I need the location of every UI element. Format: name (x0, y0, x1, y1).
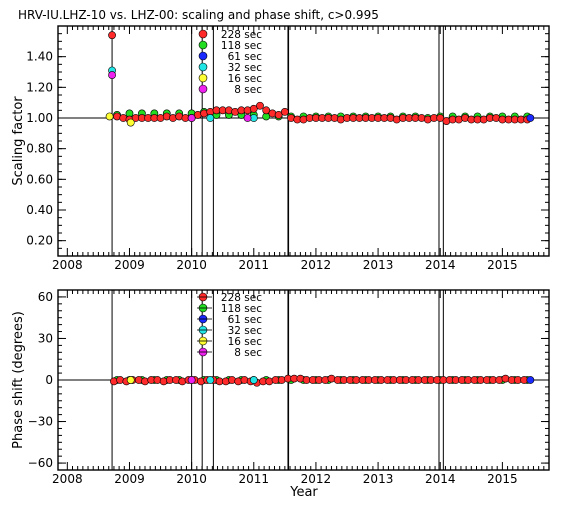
scaling-factor-panel: 2008 2009 2010 2011 2012 2013 2014 2015 0.20 0.40… (11, 25, 550, 272)
y-tick-label: 0.60 (26, 172, 53, 186)
legend-marker (198, 73, 208, 83)
legend-label: 61 sec (228, 51, 263, 63)
x-tick-label: 2008 (52, 472, 83, 486)
y-tick-label: 0.40 (26, 203, 53, 217)
y-tick-label: 60 (38, 290, 53, 304)
data-point-32-sec (249, 376, 258, 384)
x-tick-label: 2013 (363, 472, 394, 486)
legend-label: 228 sec (221, 29, 262, 41)
legend-label: 16 sec (228, 73, 263, 85)
data-point-228-sec (108, 31, 116, 40)
plot-frame (57, 25, 550, 257)
y-axis-label: Scaling factor (11, 96, 26, 186)
data-point-16-sec (126, 118, 135, 127)
data-point-8-sec (187, 376, 196, 384)
legend-marker (198, 62, 208, 72)
data-point-8-sec (187, 114, 196, 122)
x-tick-label: 2009 (114, 472, 145, 486)
legend-label: 118 sec (221, 303, 262, 315)
data-point-8-sec (108, 71, 116, 79)
legend-label: 8 sec (234, 84, 262, 96)
x-tick-label: 2015 (487, 258, 518, 272)
legend-marker (198, 84, 208, 94)
x-tick-label: 2013 (363, 258, 394, 272)
data-point-16-sec (126, 376, 135, 384)
x-tick-label: 2011 (239, 472, 270, 486)
legend-marker (198, 40, 208, 50)
x-tick-label: 2012 (301, 258, 332, 272)
y-tick-label: −30 (28, 415, 53, 429)
x-tick-label: 2015 (487, 472, 518, 486)
x-tick-label: 2010 (176, 258, 207, 272)
y-tick-label: 0 (45, 373, 53, 387)
x-tick-label: 2008 (52, 258, 83, 272)
chart-title: HRV-IU.LHZ-10 vs. LHZ-00: scaling and ph… (18, 8, 379, 22)
data-point-228-sec (274, 111, 283, 119)
y-tick-label: 0.20 (26, 234, 53, 248)
x-tick-label: 2012 (301, 472, 332, 486)
x-tick-label: 2014 (425, 258, 456, 272)
data-point-61-sec (526, 114, 535, 122)
y-axis-label: Phase shift (degrees) (11, 311, 26, 449)
legend-label: 61 sec (228, 314, 263, 326)
data-point-228-sec (436, 114, 445, 122)
x-tick-label: 2010 (176, 472, 207, 486)
legend-marker (198, 29, 208, 39)
legend-marker (198, 51, 208, 61)
legend-label: 16 sec (228, 336, 263, 348)
data-point-228-sec (256, 101, 264, 110)
y-tick-label: 0.80 (26, 142, 53, 156)
x-axis-label: Year (289, 485, 318, 500)
legend-label: 228 sec (221, 292, 262, 304)
y-tick-label: −60 (28, 456, 53, 470)
legend-label: 118 sec (221, 40, 262, 52)
data-point-32-sec (206, 376, 215, 384)
data-point-16-sec (105, 112, 114, 121)
data-point-8-sec (243, 114, 252, 122)
legend-label: 32 sec (228, 325, 263, 337)
data-point-228-sec (249, 104, 258, 113)
x-tick-label: 2011 (239, 258, 270, 272)
data-point-61-sec (526, 376, 535, 384)
x-tick-label: 2009 (114, 258, 145, 272)
legend-label: 8 sec (234, 347, 262, 359)
x-tick-label: 2014 (425, 472, 456, 486)
data-point-228-sec (280, 107, 289, 116)
y-tick-label: 1.40 (26, 50, 53, 64)
y-tick-label: 30 (38, 331, 53, 345)
data-point-32-sec (206, 114, 215, 122)
phase-shift-panel: 2008 2009 2010 2011 2012 2013 2014 2015 60 30 0 −30… (11, 289, 550, 486)
y-tick-label: 1.00 (26, 111, 53, 125)
y-tick-label: 1.20 (26, 80, 53, 94)
legend-label: 32 sec (228, 62, 263, 74)
data-point-228-sec (262, 106, 271, 115)
